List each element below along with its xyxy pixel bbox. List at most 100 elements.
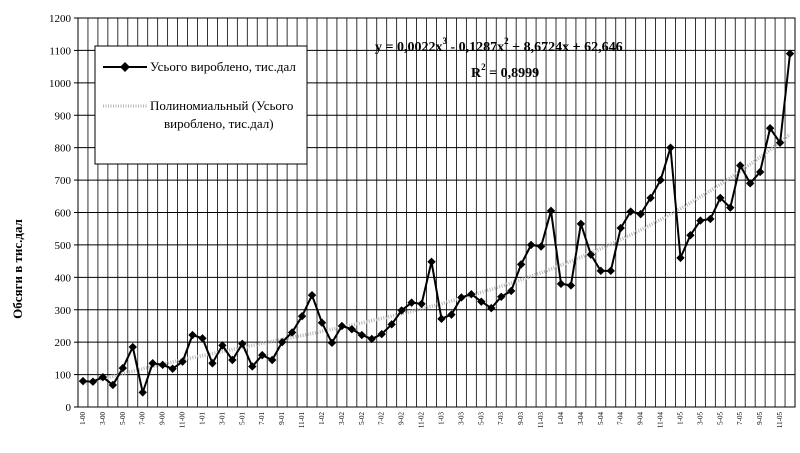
data-point	[626, 207, 635, 216]
data-point	[427, 257, 436, 266]
x-tick-label: 9-04	[637, 412, 645, 425]
series-layer	[78, 49, 795, 397]
x-tick-label: 7-04	[617, 412, 625, 425]
data-point	[556, 279, 566, 289]
legend-series-marker	[120, 62, 130, 72]
data-point	[516, 260, 526, 269]
data-point	[407, 298, 416, 307]
trend-equation: y = 0,0022x3 - 0,1287x2 + 8,6724x + 62,6…	[375, 36, 623, 55]
data-point	[566, 281, 576, 290]
data-point	[277, 337, 287, 347]
data-point	[477, 297, 486, 306]
data-point	[506, 286, 516, 296]
x-tick-label: 1-02	[318, 412, 326, 425]
y-tick-label: 300	[55, 305, 72, 317]
y-tick-label: 1000	[49, 78, 72, 90]
x-tick-label: 1-00	[79, 412, 87, 425]
x-tick-label: 7-00	[139, 412, 147, 425]
data-point	[696, 216, 705, 225]
y-tick-label: 400	[55, 272, 72, 284]
data-point	[387, 320, 396, 329]
x-tick-label: 9-01	[278, 412, 286, 425]
trendline-layer	[82, 133, 792, 386]
data-point	[238, 339, 247, 348]
y-tick-label: 200	[55, 337, 72, 349]
data-point	[745, 179, 755, 188]
data-point	[258, 350, 267, 360]
y-axis-label: Обсяги в тис.дал	[10, 219, 25, 319]
y-tick-label: 800	[55, 143, 72, 155]
x-tick-label: 11-04	[657, 412, 665, 429]
y-tick-label: 100	[55, 370, 72, 382]
data-point	[327, 338, 337, 348]
data-point	[646, 193, 655, 203]
x-tick-label: 11-03	[537, 412, 545, 429]
data-point	[775, 138, 785, 148]
x-tick-label: 3-03	[457, 412, 465, 425]
y-tick-label: 1100	[49, 45, 71, 57]
x-tick-label: 5-04	[597, 412, 605, 425]
data-point	[536, 242, 546, 251]
data-point	[755, 167, 765, 177]
legend: Усього вироблено, тис.дал Полиномиальный…	[94, 45, 308, 165]
y-tick-label: 0	[66, 402, 72, 414]
data-point	[546, 206, 556, 216]
x-tick-label: 1-03	[437, 412, 445, 425]
y-tick-label: 500	[55, 240, 72, 252]
x-tick-label: 11-00	[179, 412, 187, 429]
data-point	[208, 359, 217, 368]
data-point	[248, 362, 257, 371]
y-tick-label: 600	[55, 208, 72, 220]
r-squared: R2 = 0,8999	[471, 62, 539, 81]
data-point	[148, 359, 157, 368]
x-axis-ticks: 1-00 3-00 5-00 7-00 9-00 11-00 1-01 3-01 5-01 7-0…	[79, 412, 784, 429]
x-tick-label: 5-01	[238, 412, 246, 425]
x-tick-label: 5-00	[119, 412, 127, 425]
data-point	[188, 330, 197, 340]
x-tick-label: 9-02	[398, 412, 406, 425]
data-point	[158, 360, 167, 370]
legend-series-label: Усього вироблено, тис.дал	[150, 59, 296, 74]
data-point	[676, 253, 685, 263]
x-tick-label: 11-05	[776, 412, 784, 429]
x-tick-label: 1-05	[676, 412, 684, 425]
data-point	[397, 306, 406, 315]
data-point	[317, 318, 327, 327]
x-tick-label: 9-05	[756, 412, 764, 425]
data-point	[457, 293, 466, 302]
data-point	[417, 299, 426, 309]
data-point	[228, 355, 237, 365]
data-point	[88, 377, 98, 386]
data-point	[128, 342, 137, 352]
data-point	[287, 328, 297, 337]
data-point	[118, 363, 128, 373]
x-tick-label: 5-03	[477, 412, 485, 425]
data-point	[218, 341, 227, 350]
data-point	[656, 175, 665, 185]
x-tick-label: 7-01	[258, 412, 266, 425]
data-point	[706, 214, 715, 224]
data-point	[785, 49, 795, 58]
y-tick-label: 700	[55, 175, 72, 187]
y-tick-label: 1200	[49, 13, 72, 25]
data-point	[616, 223, 625, 233]
data-point	[726, 203, 735, 212]
legend-trend-label-line1: Полиномиальный (Усього	[150, 98, 293, 113]
data-point	[606, 266, 615, 276]
data-point	[178, 357, 187, 366]
data-point	[78, 376, 88, 386]
legend-trend-label-line2: вироблено, тис.дал)	[164, 116, 274, 131]
data-point	[307, 290, 317, 300]
data-point	[347, 325, 357, 334]
x-tick-label: 3-01	[218, 412, 226, 425]
data-point	[267, 355, 277, 365]
x-tick-label: 3-00	[99, 412, 107, 425]
data-point	[138, 388, 147, 397]
data-point	[108, 380, 118, 390]
data-point	[168, 364, 177, 373]
data-point	[596, 266, 606, 276]
x-tick-label: 9-00	[159, 412, 167, 425]
data-point	[487, 303, 496, 313]
data-point	[736, 161, 745, 170]
